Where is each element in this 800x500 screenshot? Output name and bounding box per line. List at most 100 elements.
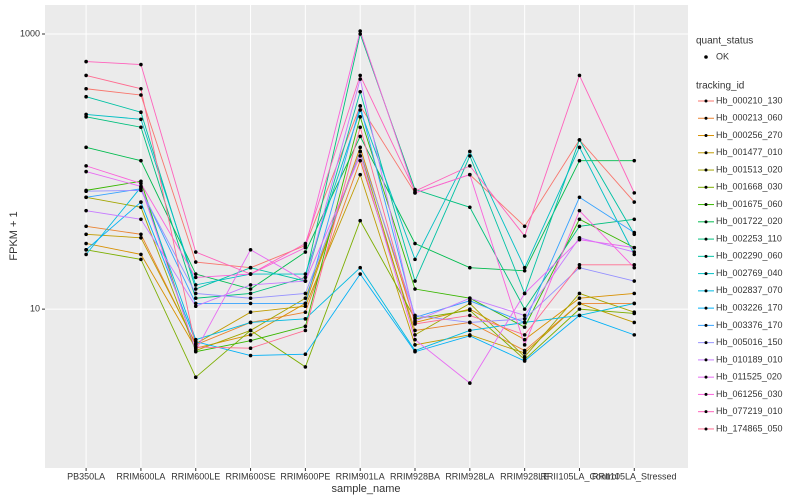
point xyxy=(468,333,472,338)
legend-symbol xyxy=(704,134,708,138)
point xyxy=(248,333,253,337)
point xyxy=(413,349,417,354)
x-tick-label: RRIM600SE xyxy=(226,471,276,481)
point xyxy=(413,287,417,291)
point xyxy=(139,257,143,262)
point xyxy=(468,205,472,210)
point xyxy=(139,125,143,130)
x-tick-label: RRIM928BA xyxy=(390,471,440,481)
point xyxy=(358,73,362,78)
point xyxy=(139,205,143,210)
point xyxy=(358,77,362,81)
legend-label: Hb_003226_170 xyxy=(716,302,783,312)
point xyxy=(358,125,362,130)
point xyxy=(358,265,362,270)
legend-symbol xyxy=(704,99,708,103)
point xyxy=(248,272,253,276)
point xyxy=(248,320,253,325)
point xyxy=(139,200,143,204)
point xyxy=(413,257,417,262)
point xyxy=(522,291,527,296)
point xyxy=(193,339,198,344)
legend-symbol xyxy=(704,55,708,59)
point xyxy=(303,304,308,309)
legend-label: Hb_001668_030 xyxy=(716,182,783,192)
point xyxy=(84,241,88,246)
point xyxy=(522,333,527,337)
legend-title: quant_status xyxy=(696,36,753,47)
point xyxy=(139,158,143,163)
x-axis-label: sample_name xyxy=(331,483,400,495)
point xyxy=(413,333,417,337)
legend-label: OK xyxy=(716,51,729,61)
point xyxy=(468,298,472,303)
legend-symbol xyxy=(704,392,708,396)
legend-symbol xyxy=(704,341,708,345)
legend-label: Hb_010189_010 xyxy=(716,354,783,364)
point xyxy=(632,320,637,325)
legend-symbol xyxy=(704,358,708,362)
point xyxy=(248,247,253,252)
x-tick-label: RRIM928LE xyxy=(500,471,549,481)
legend-symbol xyxy=(704,116,708,120)
point xyxy=(84,94,88,99)
point xyxy=(413,328,417,333)
point xyxy=(303,352,308,357)
point xyxy=(193,283,198,287)
legend-label: Hb_005016_150 xyxy=(716,337,783,347)
legend-label: Hb_002290_060 xyxy=(716,251,783,261)
point xyxy=(139,188,143,193)
point xyxy=(248,353,253,358)
legend-symbol xyxy=(704,375,708,379)
point xyxy=(468,164,472,168)
legend-label: Hb_002769_040 xyxy=(716,268,783,278)
point xyxy=(577,145,582,150)
point xyxy=(577,237,582,242)
point xyxy=(468,308,472,313)
point xyxy=(303,279,308,283)
point xyxy=(468,381,472,385)
point xyxy=(193,304,198,309)
point xyxy=(84,195,88,200)
point xyxy=(248,287,253,291)
point xyxy=(84,169,88,174)
point xyxy=(84,208,88,213)
point xyxy=(303,272,308,276)
point xyxy=(577,307,582,311)
point xyxy=(632,191,637,195)
legend-symbol xyxy=(704,323,708,327)
point xyxy=(632,265,637,270)
point xyxy=(303,250,308,254)
point xyxy=(193,345,198,349)
point xyxy=(248,328,253,333)
point xyxy=(577,138,582,142)
point xyxy=(468,154,472,158)
x-tick-label: PB350LA xyxy=(67,471,105,481)
legend-label: Hb_001513_020 xyxy=(716,164,783,174)
point xyxy=(632,311,637,316)
point xyxy=(413,313,417,318)
point xyxy=(632,230,637,235)
point xyxy=(522,265,527,270)
legend-label: Hb_011525_020 xyxy=(716,372,782,382)
y-tick-label: 1000 xyxy=(20,28,40,38)
legend-symbol xyxy=(704,168,708,172)
legend-symbol xyxy=(704,203,708,207)
point xyxy=(522,268,527,273)
point xyxy=(139,86,143,91)
legend-label: Hb_002253_110 xyxy=(716,233,782,243)
point xyxy=(358,134,362,139)
point xyxy=(303,317,308,321)
point xyxy=(358,149,362,154)
x-tick-label: RRIM600LE xyxy=(171,471,220,481)
point xyxy=(522,325,527,329)
legend-label: Hb_001722_020 xyxy=(716,216,783,226)
point xyxy=(522,307,527,311)
point xyxy=(358,29,362,33)
point xyxy=(358,272,362,276)
legend-label: Hb_001477_010 xyxy=(716,147,783,157)
legend-label: Hb_003376_170 xyxy=(716,320,783,330)
point xyxy=(303,328,308,333)
point xyxy=(413,189,417,193)
point xyxy=(577,224,582,229)
